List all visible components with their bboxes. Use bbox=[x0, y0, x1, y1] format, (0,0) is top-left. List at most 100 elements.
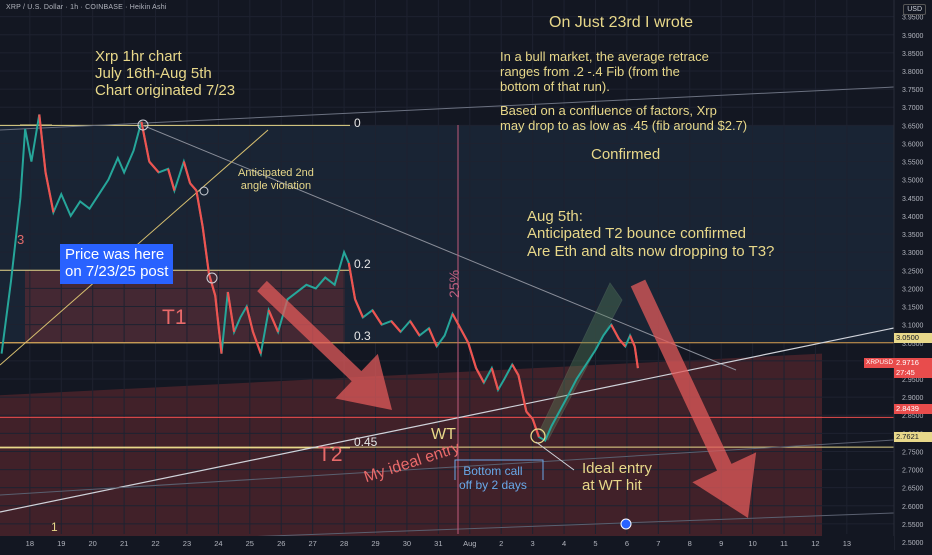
peak-marker bbox=[137, 119, 149, 131]
candle-down-segment bbox=[409, 320, 421, 337]
candle-down-segment bbox=[182, 161, 192, 184]
uptrend-line bbox=[0, 327, 895, 513]
candle-down-segment bbox=[531, 418, 540, 438]
candle-down-segment bbox=[475, 367, 485, 384]
wrote-body: In a bull market, the average retrace ra… bbox=[500, 49, 709, 94]
post-marker bbox=[206, 272, 218, 284]
candle-down-segment bbox=[467, 342, 478, 369]
y-tick-label: 2.5000 bbox=[902, 540, 924, 547]
y-tick-label: 2.6000 bbox=[902, 504, 924, 511]
y-tick-label: 3.8500 bbox=[902, 51, 924, 58]
candle-down-segment bbox=[610, 324, 621, 340]
level-tag-b: 2.8439 bbox=[894, 404, 932, 414]
candle-down-segment bbox=[148, 160, 160, 174]
x-tick-label: 29 bbox=[371, 539, 379, 548]
y-tick-label: 3.1500 bbox=[902, 305, 924, 312]
x-tick-label: 18 bbox=[26, 539, 34, 548]
candle-down-segment bbox=[347, 262, 357, 300]
y-tick-label: 3.1000 bbox=[902, 323, 924, 330]
y-tick-label: 3.0500 bbox=[902, 341, 924, 348]
y-tick-label: 3.6000 bbox=[902, 141, 924, 148]
x-tick-label: 30 bbox=[403, 539, 411, 548]
x-tick-label: 10 bbox=[748, 539, 756, 548]
currency-button[interactable]: USD bbox=[903, 4, 926, 15]
fib-0-label: 0 bbox=[354, 116, 361, 130]
x-tick-label: 4 bbox=[562, 539, 566, 548]
candle-down-segment bbox=[207, 273, 217, 296]
fib-03-label: 0.3 bbox=[354, 329, 371, 343]
candle-down-segment bbox=[459, 327, 470, 344]
x-tick-label: 24 bbox=[214, 539, 222, 548]
candle-down-segment bbox=[517, 375, 528, 412]
candle-down-segment bbox=[525, 410, 534, 420]
y-tick-label: 2.9500 bbox=[902, 377, 924, 384]
candle-down-segment bbox=[195, 190, 204, 227]
candle-down-segment bbox=[629, 335, 636, 347]
x-tick-label: 23 bbox=[183, 539, 191, 548]
x-tick-label: 13 bbox=[843, 539, 851, 548]
y-tick-label: 3.4500 bbox=[902, 196, 924, 203]
angle-violation-note: Anticipated 2nd angle violation bbox=[238, 167, 314, 192]
mid-trendline bbox=[0, 439, 895, 496]
y-tick-label: 3.3500 bbox=[902, 232, 924, 239]
y-tick-label: 3.2000 bbox=[902, 286, 924, 293]
candle-down-segment bbox=[214, 295, 223, 354]
candle-down-segment bbox=[633, 346, 639, 369]
x-tick-label: 9 bbox=[719, 539, 723, 548]
wave-3-marker: 3 bbox=[17, 232, 25, 247]
y-tick-label: 3.7500 bbox=[902, 87, 924, 94]
x-tick-label: 22 bbox=[151, 539, 159, 548]
y-tick-label: 3.3000 bbox=[902, 250, 924, 257]
candle-down-segment bbox=[189, 182, 198, 192]
arrow-t1-to-t2 bbox=[257, 280, 392, 410]
symbol-tag: XRPUSD bbox=[864, 358, 894, 368]
x-tick-label: 7 bbox=[656, 539, 660, 548]
x-tick-label: 31 bbox=[434, 539, 442, 548]
t2-label: T2 bbox=[318, 443, 343, 466]
candle-down-segment bbox=[251, 331, 262, 354]
x-tick-label: 28 bbox=[340, 539, 348, 548]
candle-down-segment bbox=[490, 367, 500, 391]
y-tick-label: 2.7500 bbox=[902, 449, 924, 456]
candle-down-segment bbox=[38, 114, 47, 173]
chart-header: XRP / U.S. Dollar · 1h · COINBASE · Heik… bbox=[6, 4, 167, 11]
bottom-call-bracket bbox=[454, 459, 544, 480]
y-tick-label: 3.9000 bbox=[902, 33, 924, 40]
t1-label: T1 bbox=[162, 306, 187, 329]
fib-045-label: 0.45 bbox=[354, 435, 378, 449]
candle-down-segment bbox=[245, 306, 255, 333]
confirmed-label: Confirmed bbox=[591, 146, 661, 163]
y-tick-label: 2.8500 bbox=[902, 413, 924, 420]
y-tick-label: 3.5500 bbox=[902, 160, 924, 167]
level-tag-c: 2.7621 bbox=[894, 432, 932, 442]
x-tick-label: 26 bbox=[277, 539, 285, 548]
wave-1-marker: 1 bbox=[51, 520, 58, 534]
y-tick-label: 3.7000 bbox=[902, 105, 924, 112]
candle-down-segment bbox=[201, 226, 211, 275]
wrote-body-2: Based on a confluence of factors, Xrp ma… bbox=[500, 103, 748, 133]
x-tick-label: 27 bbox=[308, 539, 316, 548]
y-tick-label: 2.6500 bbox=[902, 486, 924, 493]
arrow-to-t3 bbox=[630, 279, 757, 518]
candle-down-segment bbox=[451, 313, 462, 329]
countdown-tag: 27:45 bbox=[894, 368, 932, 378]
x-tick-label: 20 bbox=[89, 539, 97, 548]
wrote-heading: On Just 23rd I wrote bbox=[549, 14, 694, 31]
bottom-call-note: Bottom call off by 2 days bbox=[459, 464, 527, 492]
candle-down-segment bbox=[511, 363, 520, 376]
candle-down-segment bbox=[427, 327, 438, 347]
x-tick-label: 8 bbox=[688, 539, 692, 548]
current-price-tag: 2.9716 bbox=[894, 358, 932, 368]
wt-label: WT bbox=[431, 426, 456, 443]
chart-title-line2: July 16th-Aug 5th bbox=[95, 65, 212, 82]
x-tick-label: 21 bbox=[120, 539, 128, 548]
candle-down-segment bbox=[167, 168, 176, 191]
chart-title-line1: Xrp 1hr chart bbox=[95, 48, 182, 65]
y-tick-label: 3.2500 bbox=[902, 268, 924, 275]
y-tick-label: 3.4000 bbox=[902, 214, 924, 221]
x-tick-label: 25 bbox=[246, 539, 254, 548]
y-tick-label: 3.6500 bbox=[902, 123, 924, 130]
x-tick-label: 2 bbox=[499, 539, 503, 548]
